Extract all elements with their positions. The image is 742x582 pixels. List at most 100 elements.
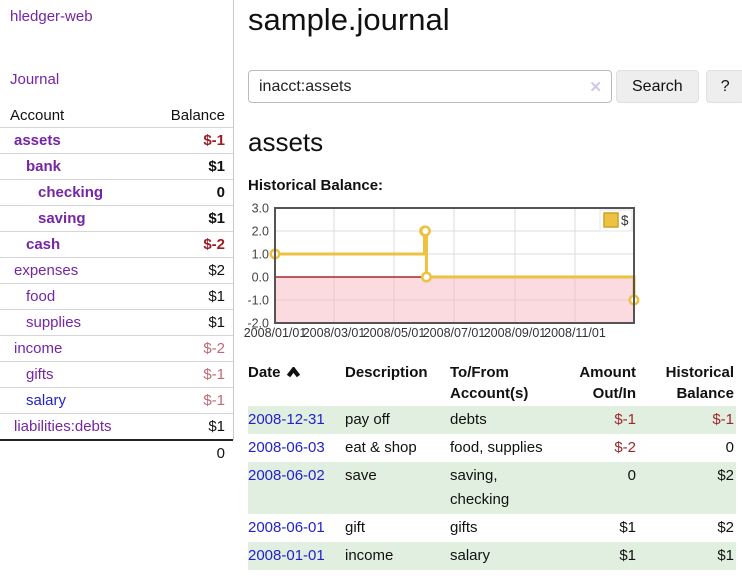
accounts-header-row: Account Balance xyxy=(0,104,233,128)
register-header-accounts: To/From Account(s) xyxy=(450,364,529,402)
legend-swatch xyxy=(603,212,619,228)
transaction-balance: $1 xyxy=(644,542,736,570)
legend-label: $ xyxy=(621,213,629,228)
sidebar-item-journal[interactable]: Journal xyxy=(10,71,60,88)
register-row: 2008-01-01 income salary $1 $1 xyxy=(248,542,736,570)
sidebar: hledger-web Journal Account Balance asse… xyxy=(0,0,234,466)
x-axis-tick-label: 2008/09/01 xyxy=(484,326,547,340)
transaction-accounts: debts xyxy=(450,406,558,434)
register-row: 2008-12-31 pay off debts $-1 $-1 xyxy=(248,406,736,434)
account-link-expenses[interactable]: expenses xyxy=(14,262,79,279)
account-link-gifts[interactable]: gifts xyxy=(26,366,54,383)
y-axis-tick-label: -1.0 xyxy=(247,294,269,308)
transaction-balance: $-1 xyxy=(644,406,736,434)
account-row-assets: assets $-1 xyxy=(0,127,233,154)
account-row-income: income $-2 xyxy=(0,335,233,362)
account-balance: $1 xyxy=(116,283,233,310)
search-form: ✕ Search ? xyxy=(248,70,742,103)
register-header-balance: Historical Balance xyxy=(665,364,734,402)
transaction-date-link[interactable]: 2008-06-02 xyxy=(248,467,325,484)
register-row: 2008-06-02 save saving, checking 0 $2 xyxy=(248,462,736,514)
account-link-saving[interactable]: saving xyxy=(38,210,86,227)
search-button[interactable]: Search xyxy=(616,70,699,103)
accounts-total-balance: 0 xyxy=(116,439,233,466)
account-link-assets[interactable]: assets xyxy=(14,132,61,149)
account-link-checking[interactable]: checking xyxy=(38,184,104,201)
account-row-checking: checking 0 xyxy=(0,179,233,206)
account-row-gifts: gifts $-1 xyxy=(0,361,233,388)
chart-section-label: Historical Balance: xyxy=(248,177,384,194)
sort-ascending-icon xyxy=(286,366,300,378)
account-row-cash: cash $-2 xyxy=(0,231,233,258)
app-title-link[interactable]: hledger-web xyxy=(10,8,93,25)
account-link-supplies[interactable]: supplies xyxy=(26,314,82,331)
transaction-amount: $-1 xyxy=(558,406,644,434)
help-button[interactable]: ? xyxy=(705,70,742,103)
x-axis-tick-label: 2008/05/01 xyxy=(363,326,426,340)
transaction-balance: $2 xyxy=(644,462,736,514)
data-point-marker xyxy=(420,225,431,237)
transaction-accounts: salary xyxy=(450,542,558,570)
account-balance: $1 xyxy=(116,153,233,180)
x-axis-tick-label: 2008/01/01 xyxy=(244,326,307,340)
x-axis-tick-label: 2008/11/01 xyxy=(544,326,606,340)
account-balance: $1 xyxy=(116,413,233,440)
account-balance: $-1 xyxy=(116,127,233,154)
transaction-description: pay off xyxy=(345,406,450,434)
y-axis-tick-label: 0.0 xyxy=(252,271,269,285)
transaction-amount: $-2 xyxy=(614,439,636,456)
register-row: 2008-06-01 gift gifts $1 $2 xyxy=(248,514,736,542)
y-axis-tick-label: 1.0 xyxy=(252,248,269,262)
y-axis-tick-label: -2.0 xyxy=(247,317,269,331)
account-balance: $1 xyxy=(116,309,233,336)
data-point-marker xyxy=(421,271,432,283)
accounts-header-account: Account xyxy=(10,107,65,124)
x-axis-tick-label: 2008/03/01 xyxy=(303,326,366,340)
y-axis-tick-label: 3.0 xyxy=(252,202,269,216)
historical-balance-chart: 3.0 2.0 1.0 0.0 -1.0 -2.0 2008/01/01 2008/03/01… xyxy=(240,200,650,348)
account-link-bank[interactable]: bank xyxy=(26,158,62,175)
transaction-date-link[interactable]: 2008-06-03 xyxy=(248,439,325,456)
balance-chart-svg: 3.0 2.0 1.0 0.0 -1.0 -2.02008/01/012008/03/01… xyxy=(244,202,640,340)
plot-border xyxy=(274,207,635,324)
transaction-description: save xyxy=(345,462,450,514)
transaction-date-link[interactable]: 2008-01-01 xyxy=(248,547,325,564)
account-row-bank: bank $1 xyxy=(0,153,233,180)
register-header-date[interactable]: Date xyxy=(248,362,345,406)
account-link-income[interactable]: income xyxy=(14,340,63,357)
negative-region xyxy=(275,277,634,323)
account-balance: $-1 xyxy=(116,361,233,388)
account-link-food[interactable]: food xyxy=(26,288,56,305)
transaction-accounts: food, supplies xyxy=(450,439,543,456)
transaction-balance: $2 xyxy=(717,519,734,536)
transaction-date-link[interactable]: 2008-12-31 xyxy=(248,411,325,428)
account-balance: 0 xyxy=(116,179,233,206)
transaction-amount: $1 xyxy=(558,542,644,570)
account-link-cash[interactable]: cash xyxy=(26,236,61,253)
clear-search-icon[interactable]: ✕ xyxy=(589,79,602,96)
transaction-description: eat & shop xyxy=(345,439,417,456)
account-row-expenses: expenses $2 xyxy=(0,257,233,284)
account-row-salary: salary $-1 xyxy=(0,387,233,414)
account-balance: $-2 xyxy=(116,335,233,362)
register-header-description: Description xyxy=(345,364,428,381)
account-row-liabilities-debts: liabilities:debts $1 xyxy=(0,413,233,440)
transaction-accounts: saving, checking xyxy=(450,462,558,514)
register-table: Date Description To/From Account(s) Amou… xyxy=(248,362,736,570)
accounts-header-balance: Balance xyxy=(170,107,225,124)
account-row-saving: saving $1 xyxy=(0,205,233,232)
account-link-liabilities-debts[interactable]: liabilities:debts xyxy=(14,418,112,435)
account-balance: $1 xyxy=(116,205,233,232)
accounts-balance-table: Account Balance assets $-1 bank $1 check… xyxy=(0,104,233,466)
search-input[interactable] xyxy=(248,70,612,103)
x-axis-tick-label: 2008/07/01 xyxy=(423,326,486,340)
account-balance: $-2 xyxy=(116,231,233,258)
account-balance: $2 xyxy=(116,257,233,284)
account-row-supplies: supplies $1 xyxy=(0,309,233,336)
account-link-salary[interactable]: salary xyxy=(26,392,67,409)
account-row-food: food $1 xyxy=(0,283,233,310)
account-heading: assets xyxy=(248,127,324,157)
transaction-date-link[interactable]: 2008-06-01 xyxy=(248,519,325,536)
register-header-amount: Amount Out/In xyxy=(579,364,636,402)
transaction-accounts: gifts xyxy=(450,519,478,536)
